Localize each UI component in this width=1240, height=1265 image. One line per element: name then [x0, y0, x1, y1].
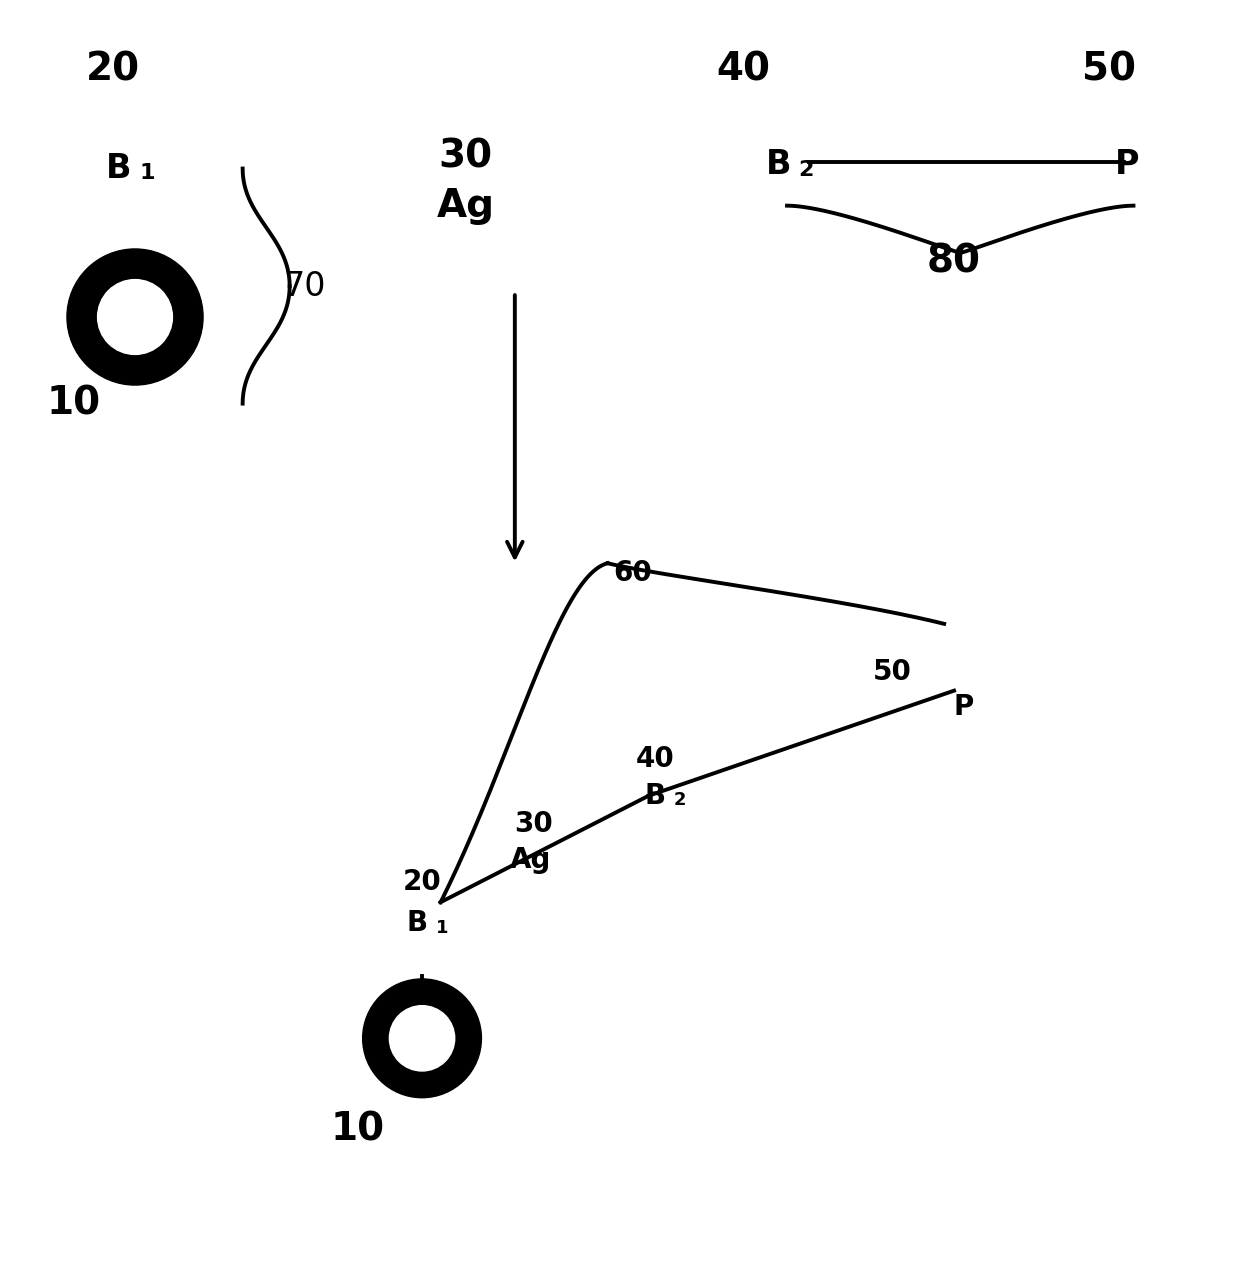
Circle shape: [67, 249, 203, 385]
Text: Ag: Ag: [510, 846, 552, 874]
Text: 50: 50: [873, 658, 911, 686]
Text: 1: 1: [140, 163, 155, 183]
Text: P: P: [954, 693, 975, 721]
Text: 40: 40: [635, 745, 675, 773]
Text: 50: 50: [1081, 51, 1136, 89]
Text: 10: 10: [331, 1111, 384, 1149]
Text: P: P: [1115, 148, 1140, 181]
Text: 1: 1: [435, 918, 448, 937]
Text: 60: 60: [613, 559, 652, 587]
Text: 30: 30: [515, 811, 553, 839]
Text: 20: 20: [86, 51, 140, 89]
Text: B: B: [644, 782, 665, 810]
Text: B: B: [407, 910, 428, 937]
Text: 10: 10: [46, 385, 100, 423]
Text: 30: 30: [438, 137, 492, 175]
Text: 70: 70: [283, 269, 326, 302]
Circle shape: [98, 280, 172, 354]
Text: 80: 80: [928, 243, 981, 281]
Text: 20: 20: [403, 868, 441, 897]
Text: 40: 40: [717, 51, 771, 89]
Circle shape: [362, 979, 481, 1098]
Text: 2: 2: [673, 792, 686, 810]
Circle shape: [389, 1006, 455, 1071]
Text: 2: 2: [797, 159, 813, 180]
Text: B: B: [765, 148, 791, 181]
Text: B: B: [107, 152, 131, 185]
Text: Ag: Ag: [436, 187, 495, 225]
